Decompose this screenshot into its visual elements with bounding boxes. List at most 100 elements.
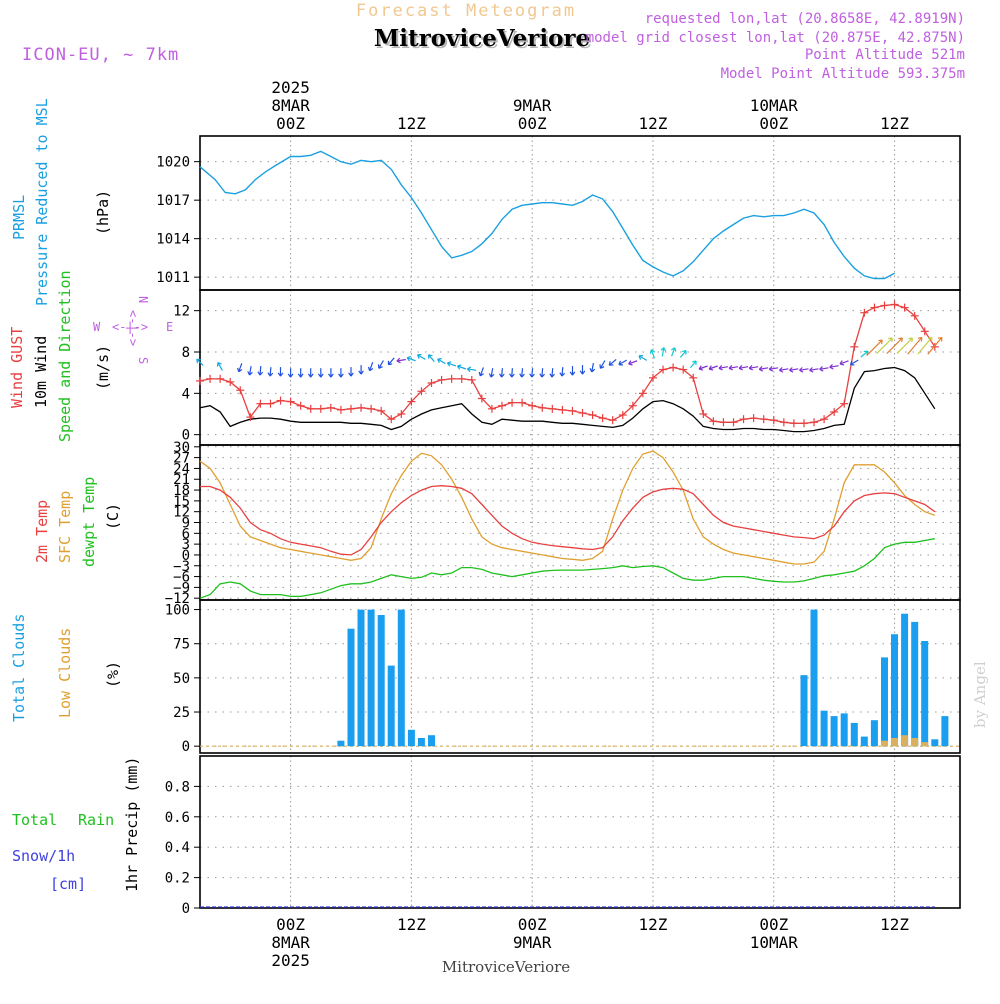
wind-arrow [800, 368, 809, 373]
wind-arrow-head-b [769, 369, 773, 371]
wind-arrow [609, 359, 616, 365]
gust-marker [518, 399, 526, 407]
wind-arrow [520, 368, 525, 377]
wind-arrow-head-b [909, 338, 913, 339]
wind-arrow [639, 356, 647, 361]
wind-ytick-label: 12 [173, 304, 190, 320]
wind-arrow [820, 366, 829, 371]
wind-arrow [298, 368, 303, 377]
credit: by Angel [971, 661, 989, 728]
clouds-ytick-label: 100 [165, 603, 190, 619]
gust-marker [921, 327, 929, 335]
cloud-label-total: Total Clouds [10, 614, 28, 722]
gust-marker [790, 419, 798, 427]
compass-e: E [166, 320, 173, 334]
wind-arrow [359, 365, 364, 374]
time-label-bottom: 9MAR [513, 933, 552, 952]
compass-n: N [136, 296, 150, 303]
gust-marker [538, 404, 546, 412]
wind-arrow [349, 367, 354, 376]
total-clouds-bar [408, 730, 415, 746]
total-clouds-bar [891, 634, 898, 746]
compass-w: W [93, 320, 101, 334]
pressure-ytick-label: 1020 [156, 155, 190, 171]
gust-marker [347, 405, 355, 413]
wind-label-dir: Speed and Direction [56, 270, 74, 442]
low-clouds-bar [921, 742, 928, 746]
temp-labels: 2m Temp SFC Temp dewpt Temp (C) [33, 477, 122, 567]
wind-arrow [489, 368, 494, 377]
gust-marker [760, 415, 768, 423]
wind-arrow-head-b [830, 367, 834, 369]
wind-arrow-head-b [699, 369, 703, 370]
wind-unit: (m/s) [94, 345, 112, 390]
time-label-bottom: 8MAR [271, 933, 310, 952]
model-grid-coords: model grid closest lon,lat (20.875E, 42.… [586, 30, 965, 46]
wind-arrow [600, 361, 605, 369]
total-clouds-bar [378, 615, 385, 746]
total-clouds-bar [861, 737, 868, 747]
compass-s: S [136, 357, 150, 364]
time-label-bottom: 2025 [271, 951, 310, 970]
total-clouds-bar [841, 713, 848, 746]
pressure-label-desc: Pressure Reduced to MSL [33, 98, 51, 306]
wind-label-gust: Wind GUST [8, 327, 26, 408]
gust-marker [568, 407, 576, 415]
precip-label-rain: Rain [78, 811, 114, 829]
wind-arrow [379, 361, 384, 369]
place-title-main: MitroviceVeriore [374, 25, 590, 52]
wind-arrow [308, 368, 313, 377]
low-clouds-bar [891, 738, 898, 746]
wind-arrow [729, 365, 738, 370]
wind-arrow [759, 366, 768, 371]
wind-arrow-head-b [888, 338, 892, 339]
precip-labels: Total Rain Snow/1h [cm] 1hr Precip (mm) [12, 757, 141, 893]
model-altitude: Model Point Altitude 593.375m [721, 66, 965, 82]
clouds-ytick-label: 0 [182, 739, 190, 755]
gust-marker [337, 406, 345, 414]
wind-arrow-head-b [820, 369, 824, 371]
wind-arrow-head-b [749, 368, 753, 370]
pressure-frame [200, 136, 960, 290]
wind-arrow [570, 366, 575, 375]
wind-arrow [238, 363, 242, 371]
wind-arrow-head-b [709, 369, 713, 370]
temp-label-dewpt: dewpt Temp [80, 477, 98, 567]
requested-coords: requested lon,lat (20.8658E, 42.8919N) [645, 11, 965, 27]
gust-marker [719, 418, 727, 426]
gust-marker [498, 402, 506, 410]
gust-marker [438, 376, 446, 384]
gust-marker [860, 309, 868, 317]
time-label-top: 00Z [759, 114, 788, 133]
gust-marker [740, 415, 748, 423]
wind-arrow [467, 367, 476, 372]
time-label-top: 12Z [397, 114, 426, 133]
wind-arrow [458, 365, 467, 369]
wind-arrow [560, 367, 565, 376]
time-label-bottom: 12Z [639, 915, 668, 934]
compass-arrow-ns: <-|-> [126, 310, 140, 346]
precip-ytick-label: 0.4 [165, 840, 190, 856]
pressure-line [200, 151, 895, 278]
wind-arrow-head-b [810, 370, 814, 372]
gust-marker [287, 398, 295, 406]
gust-marker [448, 375, 456, 383]
wind-ytick-label: 8 [182, 345, 190, 361]
gust-marker [458, 375, 466, 383]
wind-arrow-head-b [397, 361, 401, 363]
gust-marker [891, 300, 899, 308]
pressure-ytick-label: 1011 [156, 270, 190, 286]
gust-marker [367, 405, 375, 413]
total-clouds-bar [921, 641, 928, 746]
wind-arrow [447, 362, 456, 366]
gust-marker [870, 304, 878, 312]
time-label-top: 12Z [639, 114, 668, 133]
wind-arrow [530, 368, 535, 377]
wind-arrow [749, 365, 758, 370]
wind-arrow-head-b [840, 364, 844, 365]
total-clouds-bar [821, 711, 828, 747]
